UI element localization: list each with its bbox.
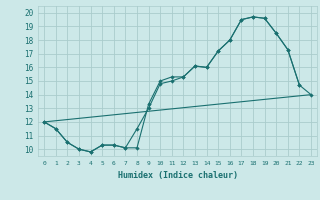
X-axis label: Humidex (Indice chaleur): Humidex (Indice chaleur) [118, 171, 238, 180]
